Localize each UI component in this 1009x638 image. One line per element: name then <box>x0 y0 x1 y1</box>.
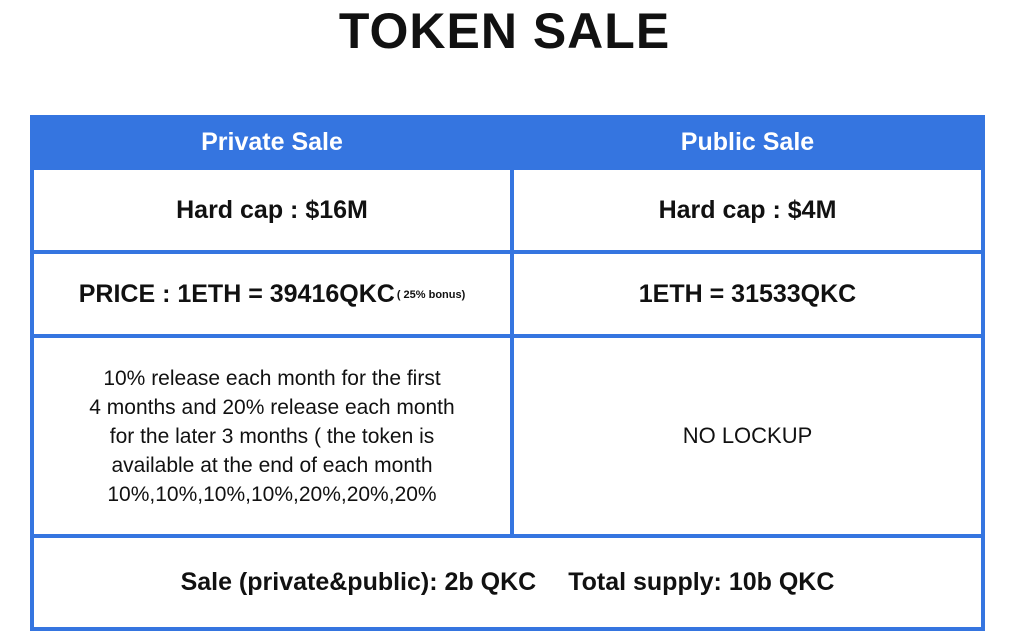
private-lockup-text: 10% release each month for the first 4 m… <box>69 364 474 509</box>
private-lockup-line: 4 months and 20% release each month <box>89 395 455 419</box>
token-sale-table: Private Sale Public Sale Hard cap : $16M… <box>30 115 985 631</box>
private-lockup-line: for the later 3 months ( the token is <box>109 424 435 448</box>
total-supply: Total supply: 10b QKC <box>568 568 835 596</box>
private-lockup-line: available at the end of each month <box>111 453 433 477</box>
public-lockup: NO LOCKUP <box>514 338 981 534</box>
private-price-cell: PRICE : 1ETH = 39416QKC( 25% bonus) <box>34 254 510 334</box>
public-hard-cap: Hard cap : $4M <box>514 170 981 250</box>
private-hard-cap: Hard cap : $16M <box>34 170 510 250</box>
sale-supply: Sale (private&public): 2b QKC <box>180 568 537 596</box>
private-price-bonus: ( 25% bonus) <box>396 289 466 301</box>
public-sale-header: Public Sale <box>514 119 981 166</box>
private-price: PRICE : 1ETH = 39416QKC <box>78 279 395 308</box>
public-price: 1ETH = 31533QKC <box>514 254 981 334</box>
supply-footer: Sale (private&public): 2b QKC Total supp… <box>34 538 981 627</box>
private-sale-header: Private Sale <box>34 119 510 166</box>
private-lockup-cell: 10% release each month for the first 4 m… <box>34 338 510 534</box>
page-title: TOKEN SALE <box>338 3 671 59</box>
private-lockup-line: 10% release each month for the first <box>103 366 441 390</box>
private-lockup-line: 10%,10%,10%,10%,20%,20%,20% <box>107 482 437 506</box>
